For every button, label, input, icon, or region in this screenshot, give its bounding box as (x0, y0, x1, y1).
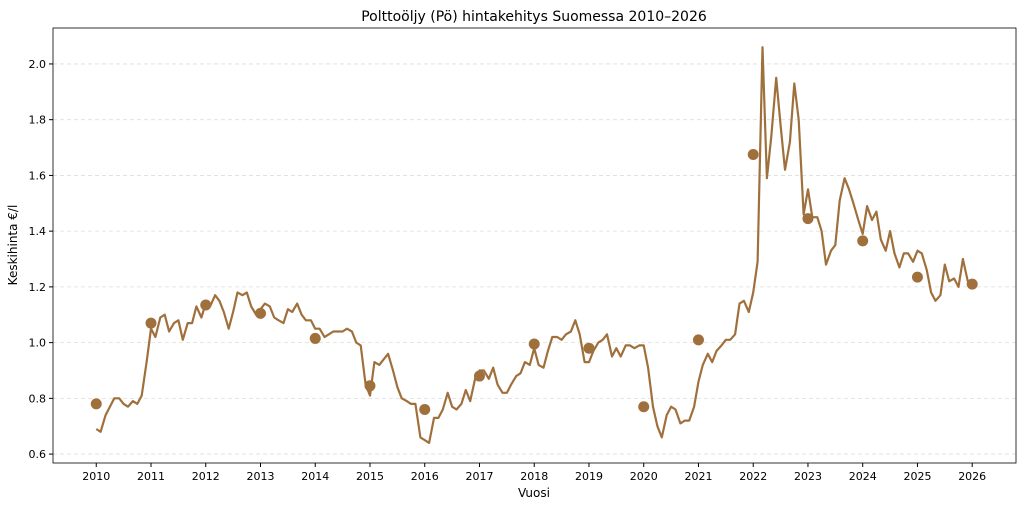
y-tick-label: 0.6 (29, 448, 47, 461)
plot-frame (52, 27, 1017, 464)
x-tick-label: 2017 (465, 470, 493, 483)
x-tick-label: 2016 (411, 470, 439, 483)
x-axis: 2010 2011 2012 2013 2014 2015 2016 2017 2018 2019… (82, 463, 986, 483)
yearly-points (90, 149, 978, 415)
data-point (638, 401, 650, 413)
y-tick-label: 0.8 (29, 392, 47, 405)
data-point (966, 278, 978, 290)
x-tick-label: 2026 (958, 470, 986, 483)
y-axis: 0.6 0.8 1.0 1.2 1.4 1.6 1.8 2.0 (29, 58, 53, 461)
x-tick-label: 2011 (137, 470, 165, 483)
data-point (857, 235, 869, 247)
x-tick-label: 2022 (739, 470, 767, 483)
chart-title: Polttoöljy (Pö) hintakehitys Suomessa 20… (361, 9, 707, 25)
data-point (145, 317, 157, 329)
data-point (692, 334, 704, 346)
x-tick-label: 2018 (520, 470, 548, 483)
y-axis-label: Keskihinta €/l (6, 205, 20, 286)
x-tick-label: 2023 (794, 470, 822, 483)
data-point (419, 403, 431, 415)
x-tick-label: 2019 (575, 470, 603, 483)
x-tick-label: 2024 (849, 470, 877, 483)
data-point (200, 299, 212, 311)
data-point (254, 307, 266, 319)
gridlines (53, 63, 1016, 455)
data-point (90, 398, 102, 410)
x-tick-label: 2015 (356, 470, 384, 483)
data-point (528, 338, 540, 350)
y-tick-label: 1.8 (29, 114, 47, 127)
data-point (583, 342, 595, 354)
data-point (364, 380, 376, 392)
x-axis-label: Vuosi (518, 486, 550, 500)
x-tick-label: 2010 (82, 470, 110, 483)
x-tick-label: 2025 (903, 470, 931, 483)
y-tick-label: 2.0 (29, 58, 47, 71)
y-tick-label: 1.6 (29, 169, 47, 182)
y-tick-label: 1.4 (29, 225, 47, 238)
data-point (911, 271, 923, 283)
data-point (473, 370, 485, 382)
x-tick-label: 2020 (630, 470, 658, 483)
price-line (95, 46, 973, 444)
data-point (802, 213, 814, 225)
x-tick-label: 2014 (301, 470, 329, 483)
x-tick-label: 2021 (684, 470, 712, 483)
x-tick-label: 2013 (246, 470, 274, 483)
y-tick-label: 1.2 (29, 281, 47, 294)
data-point (747, 149, 759, 161)
x-tick-label: 2012 (192, 470, 220, 483)
data-point (309, 332, 321, 344)
y-tick-label: 1.0 (29, 337, 47, 350)
